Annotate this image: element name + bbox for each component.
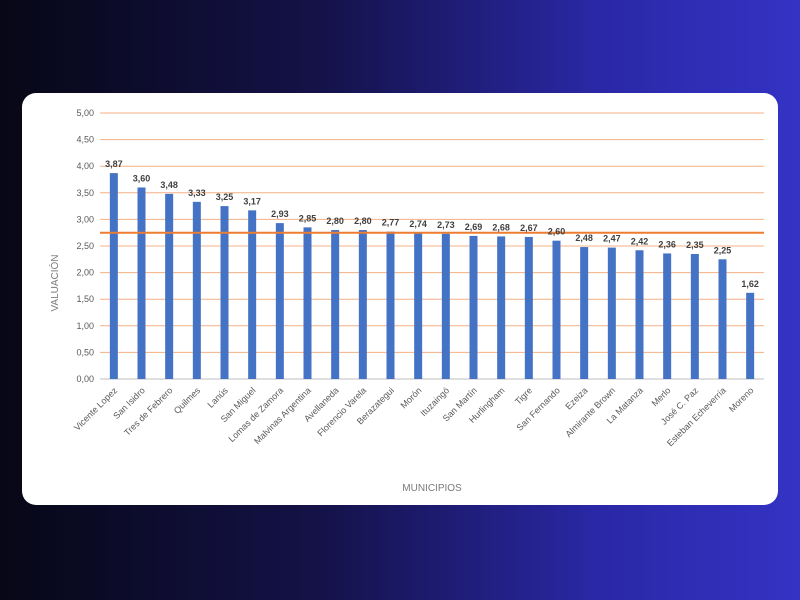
y-tick-label: 2,00: [76, 268, 94, 278]
bar: [137, 187, 146, 379]
x-tick-label: Vicente Lopez: [72, 385, 120, 433]
bar: [414, 233, 423, 379]
data-label: 2,60: [548, 227, 566, 237]
bar: [497, 236, 506, 379]
bar-chart: 0,00 0,50 1,00 1,50 2,00 2,50 3,00 3,50 4,00 4,50…: [48, 108, 764, 494]
y-axis-title: VALUACIÓN: [48, 254, 61, 311]
bar: [109, 173, 118, 379]
y-tick-label: 2,50: [76, 241, 94, 251]
data-label: 2,36: [658, 239, 676, 249]
data-label: 3,25: [216, 192, 234, 202]
gridlines: [100, 112, 764, 380]
y-tick-label: 1,00: [76, 321, 94, 331]
x-tick-label: Tres de Febrero: [122, 385, 174, 437]
data-labels: 3,87 3,60 3,48 3,33 3,25 3,17 2,93 2,85 2,80 2,80…: [105, 159, 759, 289]
x-tick-label: Florencio Varela: [315, 385, 368, 438]
bar: [718, 259, 727, 379]
chart-card: 0,00 0,50 1,00 1,50 2,00 2,50 3,00 3,50 4,00 4,50…: [22, 93, 778, 505]
bar: [303, 227, 312, 379]
data-label: 2,48: [575, 233, 593, 243]
bar: [441, 233, 450, 379]
bar: [275, 223, 284, 379]
y-tick-label: 3,00: [76, 214, 94, 224]
data-label: 2,69: [465, 222, 483, 232]
data-label: 3,87: [105, 159, 123, 169]
bar: [580, 247, 589, 379]
bar: [607, 247, 616, 379]
x-tick-label: Lanús: [205, 385, 230, 410]
data-label: 3,33: [188, 188, 206, 198]
data-label: 3,17: [243, 196, 261, 206]
bar: [690, 253, 699, 379]
x-tick-label: Morón: [398, 385, 423, 410]
data-label: 2,47: [603, 234, 621, 244]
data-label: 1,62: [741, 279, 759, 289]
data-label: 2,73: [437, 220, 455, 230]
y-tick-label: 5,00: [76, 108, 94, 118]
bar: [552, 240, 561, 379]
bar: [469, 235, 478, 379]
bar: [248, 210, 257, 379]
data-label: 2,35: [686, 240, 704, 250]
data-label: 2,93: [271, 209, 289, 219]
x-tick-label: Merlo: [650, 385, 673, 408]
x-tick-label: Tigre: [513, 385, 534, 406]
x-tick-label: Ezeiza: [563, 385, 589, 411]
bar: [358, 230, 367, 379]
bar: [165, 193, 174, 379]
data-label: 2,42: [631, 236, 649, 246]
data-label: 2,74: [409, 219, 427, 229]
bar: [331, 230, 340, 379]
data-label: 2,25: [714, 245, 732, 255]
bars: [109, 173, 755, 379]
x-tick-label: Moreno: [727, 385, 756, 414]
x-axis-title: MUNICIPIOS: [402, 483, 462, 494]
x-tick-label: Quilmes: [172, 385, 203, 416]
y-tick-label: 4,50: [76, 135, 94, 145]
data-label: 2,67: [520, 223, 538, 233]
bar: [524, 236, 533, 379]
data-label: 2,80: [326, 216, 344, 226]
bar: [635, 250, 644, 379]
bar: [746, 292, 755, 379]
bar: [192, 201, 201, 379]
data-label: 2,77: [382, 218, 400, 228]
data-label: 2,68: [492, 222, 510, 232]
bar: [220, 206, 229, 379]
data-label: 3,48: [160, 180, 178, 190]
x-tick-label: Almirante Brown: [563, 385, 617, 439]
bar: [663, 253, 672, 379]
y-tick-label: 1,50: [76, 294, 94, 304]
y-tick-label: 0,50: [76, 347, 94, 357]
y-axis-ticks: 0,00 0,50 1,00 1,50 2,00 2,50 3,00 3,50 4,00 4,50…: [76, 108, 94, 384]
data-label: 2,85: [299, 213, 317, 223]
y-tick-label: 4,00: [76, 161, 94, 171]
data-label: 2,80: [354, 216, 372, 226]
y-tick-label: 3,50: [76, 188, 94, 198]
bar: [386, 231, 395, 379]
y-tick-label: 0,00: [76, 374, 94, 384]
data-label: 3,60: [133, 173, 151, 183]
